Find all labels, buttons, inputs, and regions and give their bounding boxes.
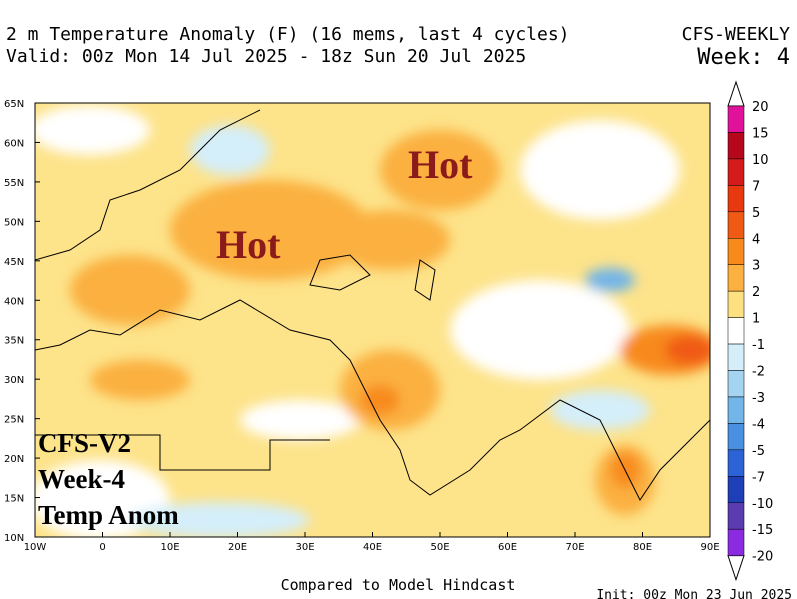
lat-label: 15N <box>4 494 24 505</box>
colorbar-label: -5 <box>752 444 765 459</box>
colorbar-label: -10 <box>752 497 773 512</box>
caption: Temp Anom <box>38 500 179 530</box>
caption: Week-4 <box>38 464 125 494</box>
colorbar-swatch <box>727 528 745 556</box>
lon-label: 60E <box>498 542 517 553</box>
lat-label: 45N <box>4 257 24 268</box>
colorbar-swatch <box>727 317 745 345</box>
colorbar-label: -4 <box>752 417 765 432</box>
lon-label: 20E <box>228 542 247 553</box>
colorbar-label: -2 <box>752 365 765 380</box>
colorbar-arrow <box>727 80 745 107</box>
lon-label: 90E <box>700 542 719 553</box>
colorbar-swatch <box>727 264 745 292</box>
lat-label: 65N <box>4 99 24 110</box>
colorbar-label: -3 <box>752 391 765 406</box>
colorbar-label: 4 <box>752 232 760 247</box>
colorbar-swatch <box>727 132 745 160</box>
colorbar-swatch <box>727 211 745 239</box>
lat-label: 25N <box>4 415 24 426</box>
lon-label: 0 <box>99 542 105 553</box>
colorbar-swatch <box>727 238 745 265</box>
colorbar-arrow <box>727 555 745 582</box>
colorbar-swatch <box>727 502 745 530</box>
lon-label: 30E <box>295 542 314 553</box>
week: Week: 4 <box>697 45 790 70</box>
lon-label: 50E <box>430 542 449 553</box>
colorbar-swatch <box>727 449 745 477</box>
annotation: Hot <box>408 142 473 187</box>
lat-label: 40N <box>4 296 24 307</box>
colorbar-swatch <box>727 105 745 133</box>
lat-label: 60N <box>4 138 24 149</box>
lat-label: 55N <box>4 178 24 189</box>
colorbar-label: -1 <box>752 338 765 353</box>
annotation: Hot <box>216 222 281 267</box>
model-name: CFS-WEEKLY <box>682 24 791 45</box>
colorbar-label: 5 <box>752 206 760 221</box>
lon-label: 80E <box>633 542 652 553</box>
colorbar-label: 1 <box>752 312 760 327</box>
colorbar-swatch <box>727 185 745 213</box>
colorbar-swatch <box>727 423 745 451</box>
title: 2 m Temperature Anomaly (F) (16 mems, la… <box>6 24 570 45</box>
colorbar-label: 20 <box>752 100 769 115</box>
colorbar-swatch <box>727 476 745 503</box>
colorbar-swatch <box>727 290 745 318</box>
colorbar-label: -20 <box>752 550 773 565</box>
colorbar-swatch <box>727 370 745 398</box>
map-field <box>35 103 710 537</box>
lat-label: 50N <box>4 217 24 228</box>
colorbar-label: 7 <box>752 179 760 194</box>
lat-label: 35N <box>4 336 24 347</box>
colorbar-label: -15 <box>752 523 773 538</box>
footer-note: Compared to Model Hindcast <box>281 576 516 594</box>
lon-label: 10W <box>24 542 47 553</box>
init-time: Init: 00z Mon 23 Jun 2025 <box>596 588 792 599</box>
colorbar-label: 2 <box>752 285 760 300</box>
colorbar-label: 15 <box>752 126 769 141</box>
lon-label: 40E <box>363 542 382 553</box>
lon-label: 10E <box>160 542 179 553</box>
lat-label: 20N <box>4 454 24 465</box>
colorbar-label: 10 <box>752 153 769 168</box>
lat-label: 30N <box>4 375 24 386</box>
caption: CFS-V2 <box>38 428 131 458</box>
lat-label: 10N <box>4 533 24 544</box>
colorbar-label: -7 <box>752 470 765 485</box>
lon-label: 70E <box>565 542 584 553</box>
colorbar-label: 3 <box>752 259 760 274</box>
colorbar-swatch <box>727 158 745 186</box>
colorbar-swatch <box>727 396 745 424</box>
colorbar-swatch <box>727 343 745 371</box>
valid-time: Valid: 00z Mon 14 Jul 2025 - 18z Sun 20 … <box>6 46 526 67</box>
